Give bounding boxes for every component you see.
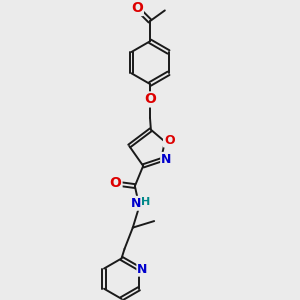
Text: H: H bbox=[141, 197, 151, 207]
Text: O: O bbox=[164, 134, 175, 147]
Text: O: O bbox=[110, 176, 122, 190]
Text: O: O bbox=[131, 1, 143, 15]
Text: N: N bbox=[161, 153, 172, 166]
Text: O: O bbox=[144, 92, 156, 106]
Text: N: N bbox=[131, 197, 142, 210]
Text: N: N bbox=[137, 262, 148, 276]
